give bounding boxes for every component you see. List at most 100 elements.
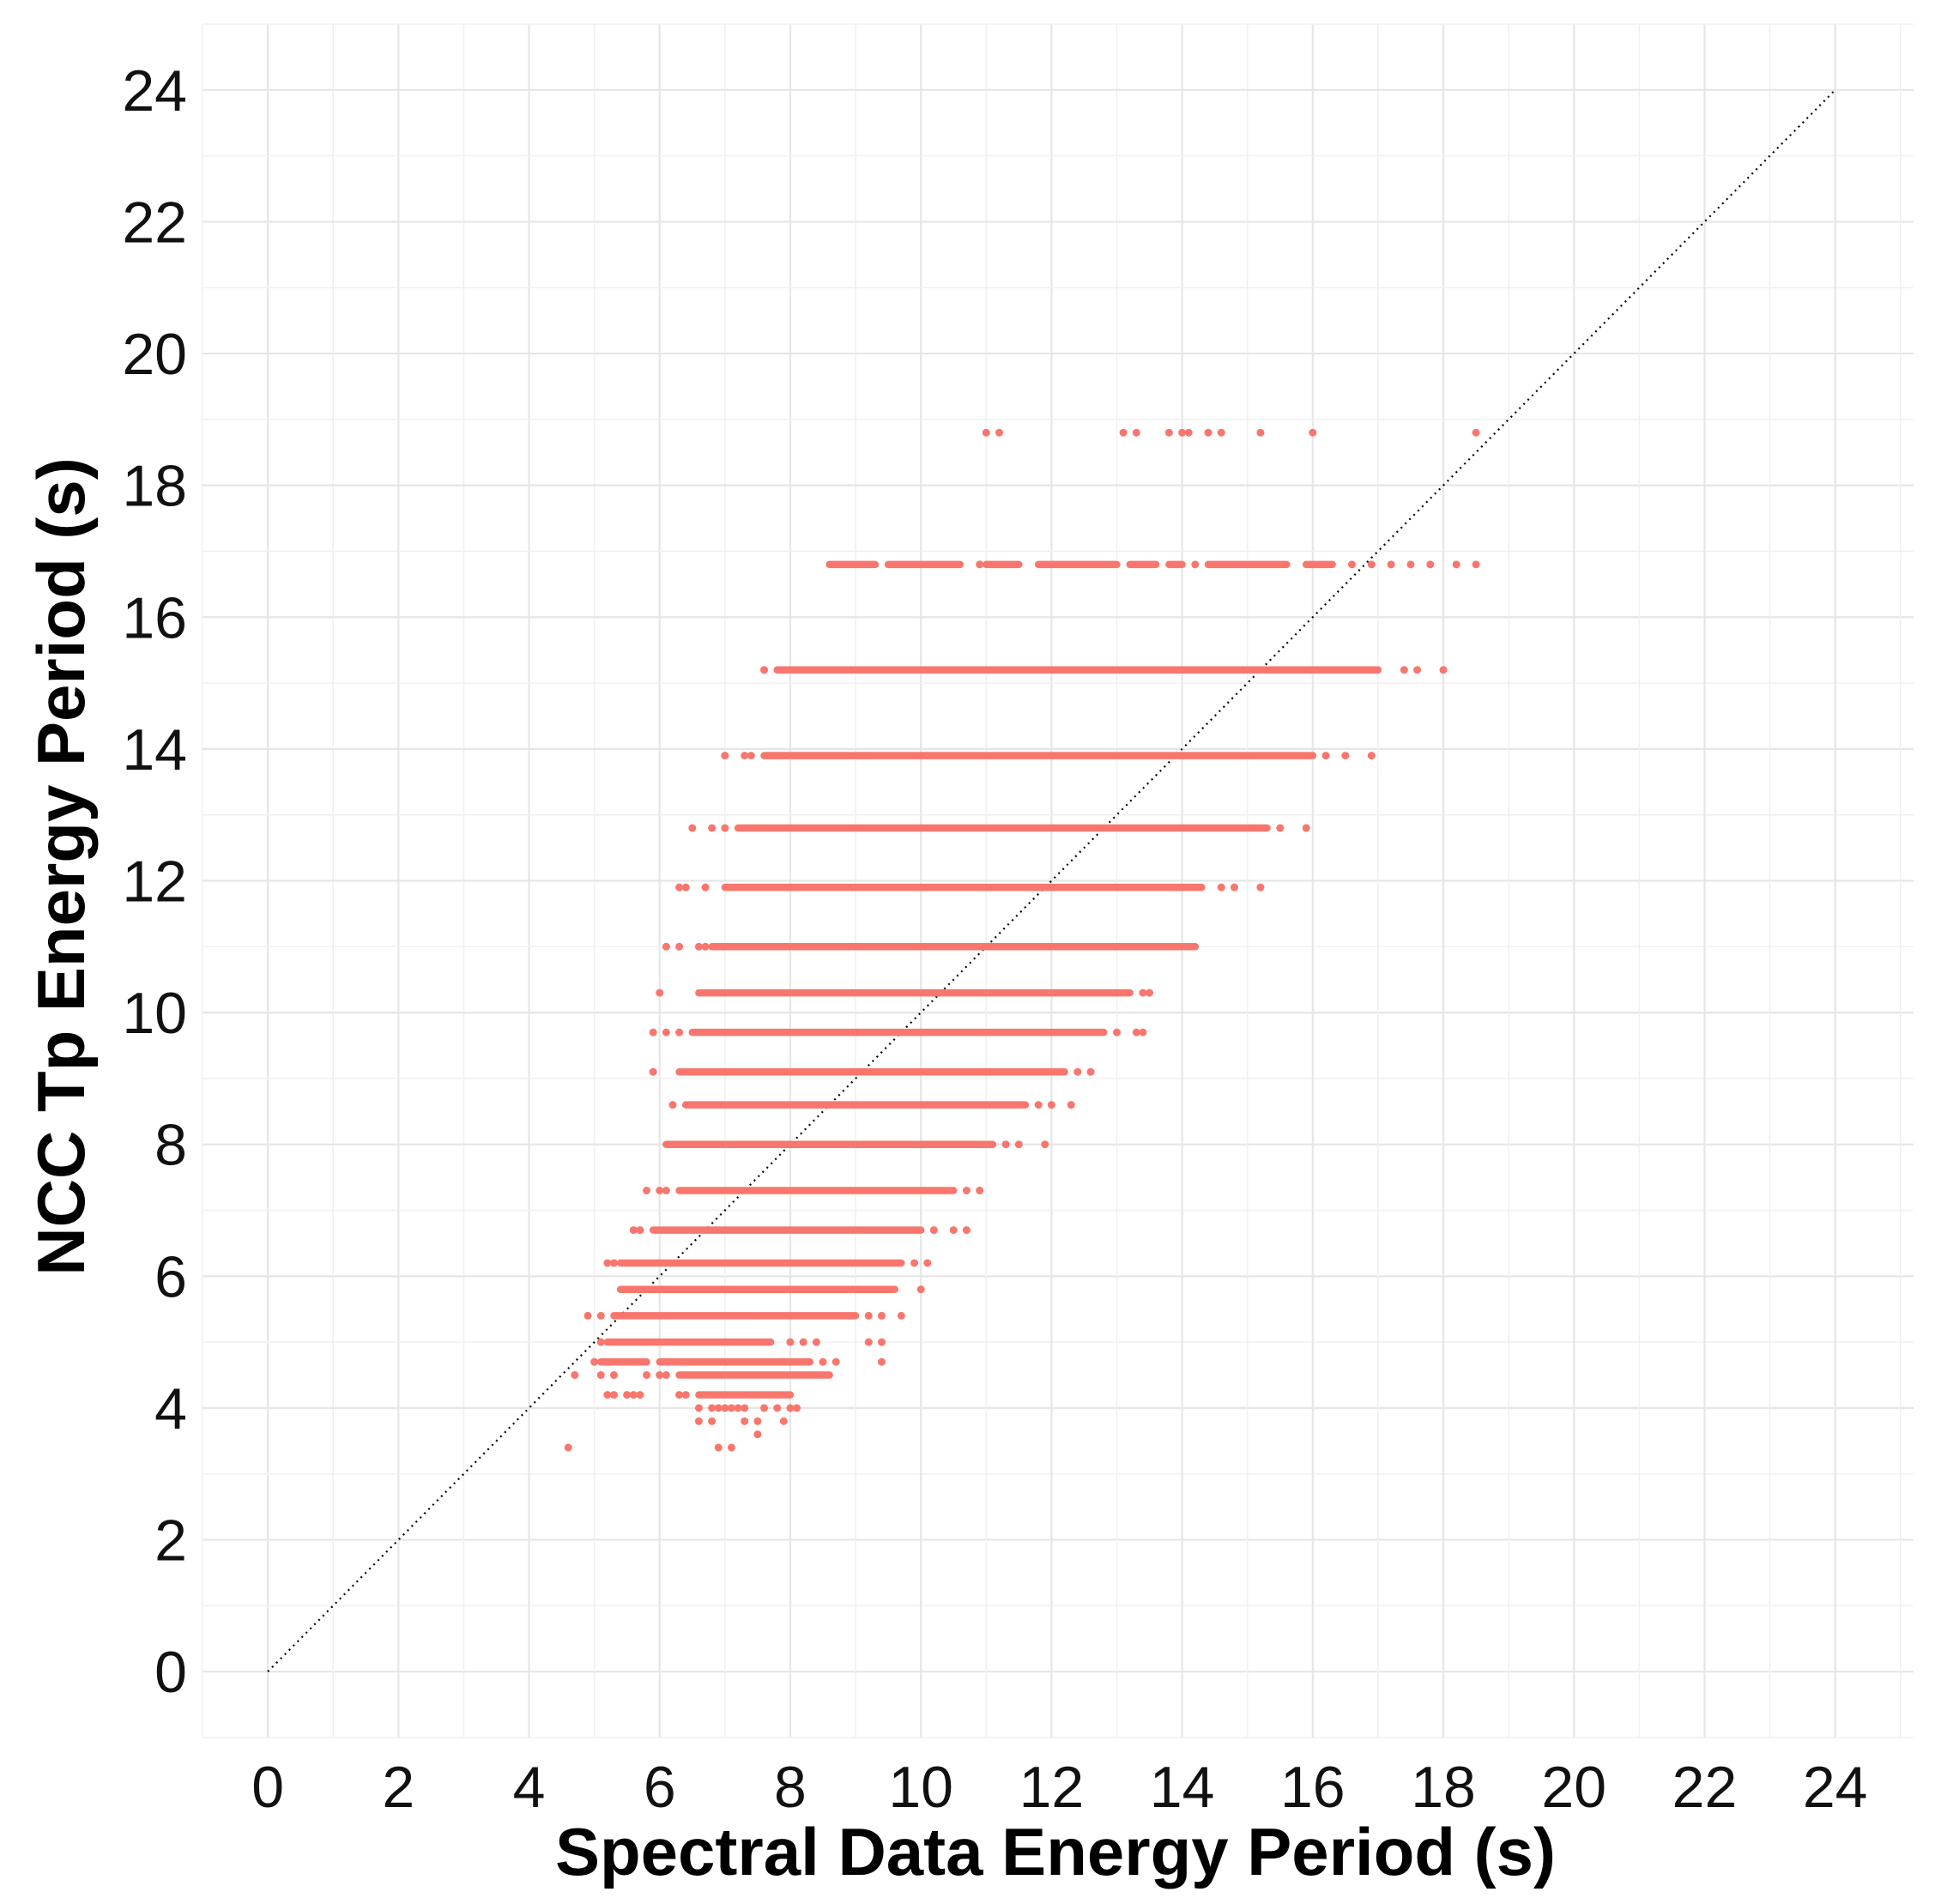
data-point bbox=[864, 1338, 873, 1346]
data-point bbox=[596, 1311, 605, 1320]
data-point bbox=[1452, 560, 1460, 569]
data-point bbox=[753, 1417, 762, 1425]
data-point bbox=[727, 1443, 735, 1452]
data-point bbox=[1086, 1067, 1095, 1076]
data-point bbox=[656, 1186, 664, 1194]
data-point bbox=[1367, 560, 1376, 569]
data-point bbox=[976, 560, 984, 569]
data-point bbox=[623, 1391, 632, 1399]
data-point bbox=[1426, 560, 1435, 569]
data-point bbox=[662, 942, 670, 951]
data-point bbox=[649, 1028, 657, 1037]
data-point bbox=[1164, 428, 1173, 437]
data-point bbox=[636, 1226, 644, 1235]
data-point bbox=[656, 1371, 664, 1380]
data-point bbox=[721, 752, 729, 760]
data-point bbox=[916, 1285, 925, 1294]
x-tick-label: 14 bbox=[1150, 1755, 1215, 1820]
data-point bbox=[1178, 428, 1187, 437]
y-tick-label: 6 bbox=[154, 1244, 187, 1309]
data-points bbox=[564, 428, 1480, 1452]
x-tick-label: 18 bbox=[1411, 1755, 1476, 1820]
data-point bbox=[675, 1028, 684, 1037]
x-tick-label: 20 bbox=[1541, 1755, 1606, 1820]
x-tick-label: 22 bbox=[1672, 1755, 1738, 1820]
x-tick-label: 6 bbox=[644, 1755, 676, 1820]
y-axis-title: NCC Tp Energy Period (s) bbox=[23, 457, 99, 1275]
data-point bbox=[1073, 1067, 1082, 1076]
data-point bbox=[760, 1404, 769, 1412]
data-point bbox=[878, 1338, 886, 1346]
x-tick-label: 16 bbox=[1280, 1755, 1345, 1820]
data-point bbox=[962, 1226, 971, 1235]
data-point bbox=[694, 1417, 703, 1425]
data-point bbox=[1413, 666, 1422, 674]
data-point bbox=[694, 1404, 703, 1412]
data-point bbox=[727, 1404, 735, 1412]
data-point bbox=[1230, 883, 1238, 892]
data-point bbox=[714, 1404, 723, 1412]
data-point bbox=[1439, 666, 1448, 674]
data-point bbox=[694, 942, 703, 951]
data-point bbox=[609, 1259, 618, 1267]
data-point bbox=[675, 942, 684, 951]
data-point bbox=[1001, 1140, 1010, 1149]
data-point bbox=[1119, 428, 1128, 437]
data-point bbox=[649, 1067, 657, 1076]
data-point bbox=[734, 1404, 742, 1412]
data-point bbox=[701, 883, 710, 892]
data-point bbox=[799, 1338, 807, 1346]
data-point bbox=[1302, 824, 1310, 832]
data-point bbox=[1256, 428, 1265, 437]
data-point bbox=[741, 752, 749, 760]
data-point bbox=[1256, 883, 1265, 892]
data-point bbox=[1367, 752, 1376, 760]
y-tick-label: 0 bbox=[154, 1640, 187, 1705]
data-point bbox=[747, 752, 755, 760]
data-point bbox=[793, 1404, 801, 1412]
data-point bbox=[1347, 560, 1356, 569]
data-point bbox=[1139, 988, 1147, 997]
x-tick-label: 10 bbox=[888, 1755, 953, 1820]
y-tick-label: 14 bbox=[122, 717, 187, 783]
data-point bbox=[643, 1186, 651, 1194]
x-tick-label: 4 bbox=[513, 1755, 546, 1820]
data-point bbox=[1387, 560, 1395, 569]
x-tick-label: 8 bbox=[774, 1755, 807, 1820]
data-point bbox=[929, 1226, 938, 1235]
data-point bbox=[1112, 1028, 1121, 1037]
y-tick-label: 4 bbox=[154, 1376, 187, 1442]
data-point bbox=[1406, 560, 1415, 569]
data-point bbox=[629, 1226, 638, 1235]
data-point bbox=[609, 1391, 618, 1399]
data-point bbox=[603, 1391, 612, 1399]
data-point bbox=[721, 824, 729, 832]
data-point bbox=[831, 1357, 840, 1366]
y-tick-label: 18 bbox=[122, 454, 187, 519]
data-point bbox=[596, 1338, 605, 1346]
data-point bbox=[1146, 988, 1154, 997]
data-point bbox=[675, 1391, 684, 1399]
y-tick-label: 16 bbox=[122, 585, 187, 650]
data-point bbox=[949, 1226, 958, 1235]
data-point bbox=[701, 942, 710, 951]
x-tick-label: 0 bbox=[251, 1755, 284, 1820]
y-tick-label: 22 bbox=[122, 190, 187, 255]
data-point bbox=[773, 1404, 782, 1412]
data-point bbox=[629, 1391, 638, 1399]
data-point bbox=[643, 1371, 651, 1380]
data-point bbox=[708, 1404, 717, 1412]
data-point bbox=[708, 1417, 717, 1425]
data-point bbox=[681, 883, 690, 892]
data-point bbox=[779, 1417, 788, 1425]
data-point bbox=[636, 1391, 644, 1399]
data-point bbox=[1139, 1028, 1147, 1037]
y-tick-label: 8 bbox=[154, 1113, 187, 1178]
data-point bbox=[910, 1259, 919, 1267]
data-point bbox=[1276, 824, 1285, 832]
data-point bbox=[714, 1443, 723, 1452]
data-point bbox=[982, 428, 990, 437]
data-point bbox=[1400, 666, 1408, 674]
data-point bbox=[1217, 883, 1225, 892]
